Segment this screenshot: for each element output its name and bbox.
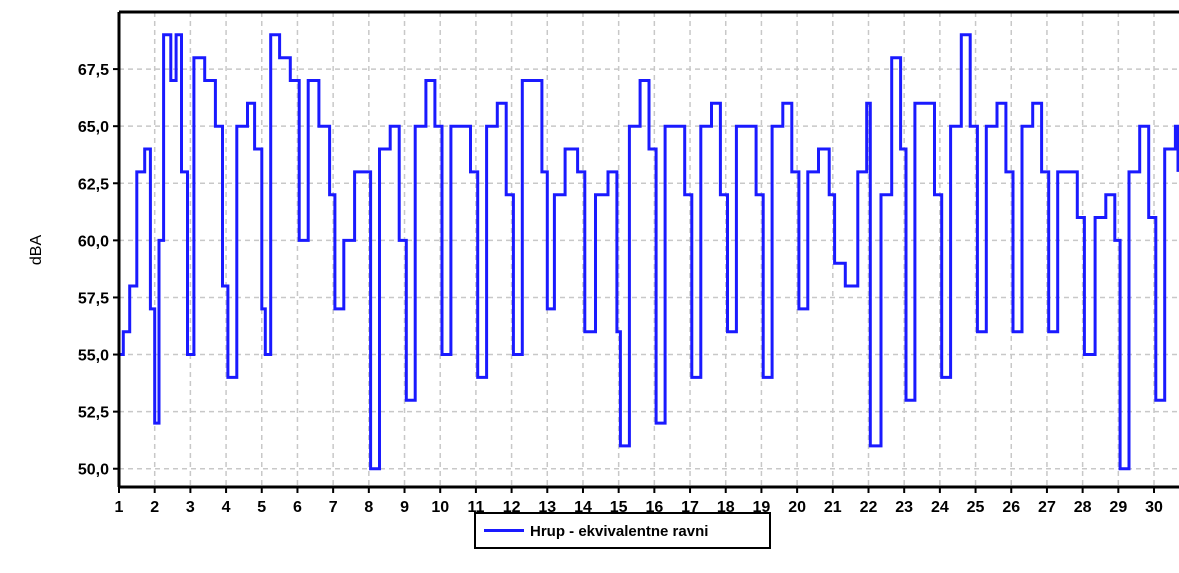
x-tick-label: 5 xyxy=(257,499,266,516)
x-tick-label: 21 xyxy=(824,499,842,516)
axes xyxy=(117,10,1179,489)
x-tick-label: 9 xyxy=(400,499,409,516)
legend: Hrup - ekvivalentne ravni xyxy=(474,512,771,549)
x-tick-label: 6 xyxy=(293,499,302,516)
series-layer xyxy=(119,33,1179,471)
x-tick-label: 12 xyxy=(503,499,521,516)
y-tick-label: 67,5 xyxy=(78,62,109,79)
series-line xyxy=(119,33,1179,471)
x-tick-label: 4 xyxy=(222,499,231,516)
x-tick-label: 26 xyxy=(1002,499,1020,516)
x-tick-label: 17 xyxy=(681,499,699,516)
x-tick-label: 16 xyxy=(645,499,663,516)
x-tick-label: 14 xyxy=(574,499,592,516)
x-tick-label: 1 xyxy=(115,499,124,516)
y-tick-label: 62,5 xyxy=(78,176,109,193)
y-tick-label: 50,0 xyxy=(78,462,109,479)
x-tick-label: 24 xyxy=(931,499,949,516)
x-tick-label: 11 xyxy=(467,499,484,516)
x-tick-label: 2 xyxy=(150,499,159,516)
x-tick-label: 29 xyxy=(1109,499,1127,516)
x-tick-label: 28 xyxy=(1074,499,1092,516)
x-tick-labels: 1 2 3 4 5 6 7 8 9 10 11 12 13 14 15 16 17 18 19 20 21 22 23 24 2… xyxy=(115,487,1163,516)
x-tick-label: 3 xyxy=(186,499,195,516)
y-tick-label: 65,0 xyxy=(78,119,109,136)
x-tick-label: 25 xyxy=(967,499,985,516)
y-tick-label: 55,0 xyxy=(78,348,109,365)
x-tick-label: 22 xyxy=(860,499,878,516)
x-tick-label: 15 xyxy=(610,499,628,516)
x-tick-label: 30 xyxy=(1145,499,1163,516)
x-tick-label: 7 xyxy=(329,499,338,516)
x-tick-label: 27 xyxy=(1038,499,1056,516)
x-tick-label: 8 xyxy=(364,499,373,516)
y-tick-label: 57,5 xyxy=(78,290,109,307)
x-tick-label: 19 xyxy=(753,499,771,516)
legend-label: Hrup - ekvivalentne ravni xyxy=(530,523,708,540)
y-axis-label: dBA xyxy=(28,235,45,266)
x-tick-label: 20 xyxy=(788,499,806,516)
y-tick-labels: 50,0 52,5 55,0 57,5 60,0 62,5 65,0 67,5 xyxy=(78,62,119,479)
x-tick-label: 23 xyxy=(895,499,913,516)
y-tick-label: 52,5 xyxy=(78,405,109,422)
x-tick-label: 18 xyxy=(717,499,735,516)
x-tick-label: 13 xyxy=(538,499,556,516)
x-tick-label: 10 xyxy=(431,499,449,516)
legend-box xyxy=(474,512,771,549)
y-tick-label: 60,0 xyxy=(78,233,109,250)
